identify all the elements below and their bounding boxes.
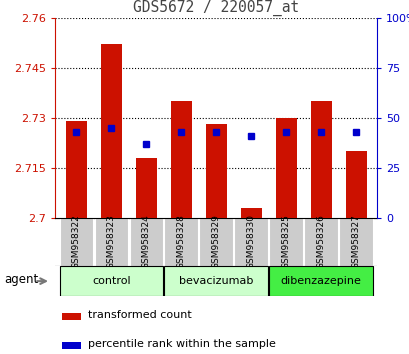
Bar [101,44,121,218]
Bar [164,266,267,296]
Text: GSM958329: GSM958329 [211,214,220,269]
Bar [339,218,372,266]
Bar [164,218,198,266]
Bar [345,151,366,218]
Text: control: control [92,275,130,286]
Text: GSM958328: GSM958328 [176,214,185,269]
Text: GSM958330: GSM958330 [246,214,255,269]
Bar [129,218,163,266]
Bar [304,218,337,266]
Bar [240,208,261,218]
Text: transformed count: transformed count [88,310,191,320]
Text: GSM958322: GSM958322 [72,214,81,269]
Text: agent: agent [4,273,38,286]
Text: GSM958324: GSM958324 [142,214,151,269]
Text: bevacizumab: bevacizumab [179,275,253,286]
Bar [269,266,372,296]
Text: GSM958325: GSM958325 [281,214,290,269]
Bar [66,121,87,218]
Title: GDS5672 / 220057_at: GDS5672 / 220057_at [133,0,299,16]
Bar [94,218,128,266]
Text: dibenzazepine: dibenzazepine [280,275,361,286]
Bar [135,158,156,218]
Text: GSM958326: GSM958326 [316,214,325,269]
Bar [269,218,302,266]
Text: percentile rank within the sample: percentile rank within the sample [88,339,275,349]
Text: GSM958323: GSM958323 [107,214,115,269]
Bar [171,101,191,218]
Bar [199,218,232,266]
Bar [59,266,163,296]
Bar [59,218,93,266]
Bar [205,124,226,218]
Bar [62,313,81,320]
Bar [310,101,331,218]
Text: GSM958327: GSM958327 [351,214,360,269]
Bar [275,118,296,218]
Bar [62,342,81,349]
Bar [234,218,267,266]
